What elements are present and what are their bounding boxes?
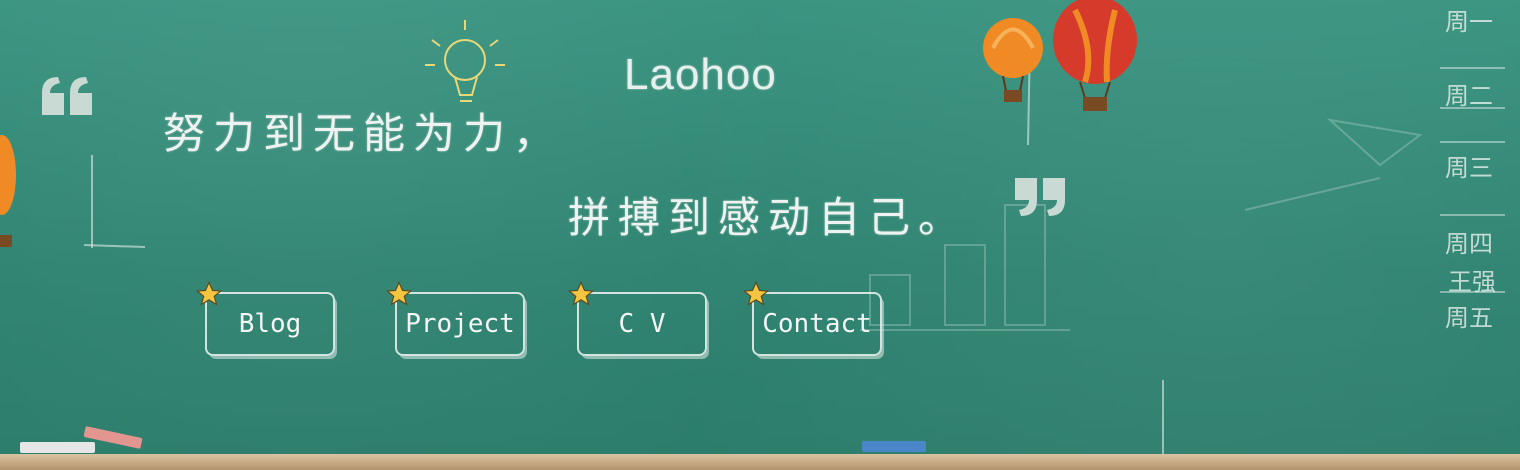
chalk-ledge (0, 454, 1520, 470)
star-icon (742, 280, 770, 306)
schedule-item: 周五 (1445, 304, 1493, 332)
star-icon (195, 280, 223, 306)
nav-contact-label: Contact (762, 309, 872, 339)
star-icon (567, 280, 595, 306)
schedule-item: 周一 (1445, 8, 1493, 36)
nav-project-button[interactable]: Project (385, 280, 525, 356)
nav-blog-button[interactable]: Blog (195, 280, 335, 356)
nav-project-label: Project (405, 309, 515, 339)
schedule-item: 周二 (1445, 82, 1493, 110)
schedule-item: 周四 (1445, 230, 1493, 258)
nav-cv-label: C V (618, 309, 666, 339)
star-icon (385, 280, 413, 306)
schedule-item: 周三 (1445, 154, 1493, 182)
hot-air-balloon-orange-icon (983, 18, 1043, 102)
schedule-item: 王强 (1448, 268, 1496, 296)
page-title: Laohoo (624, 50, 777, 99)
open-quote-icon (42, 77, 92, 115)
lightbulb-icon (425, 20, 505, 102)
hot-air-balloon-red-icon (1053, 0, 1137, 111)
slogan-line-2: 拼搏到感动自己。 (568, 193, 969, 242)
nav-contact-button[interactable]: Contact (742, 280, 882, 356)
chalkboard-background (0, 0, 1520, 456)
nav-cv-button[interactable]: C V (567, 280, 707, 356)
hot-air-balloon-partial-icon (0, 135, 16, 247)
nav-blog-label: Blog (238, 309, 302, 339)
close-quote-icon (1015, 178, 1065, 216)
chalk-piece-white (20, 442, 95, 453)
chalk-piece-blue (862, 441, 926, 452)
slogan-line-1: 努力到无能为力， (163, 109, 564, 158)
